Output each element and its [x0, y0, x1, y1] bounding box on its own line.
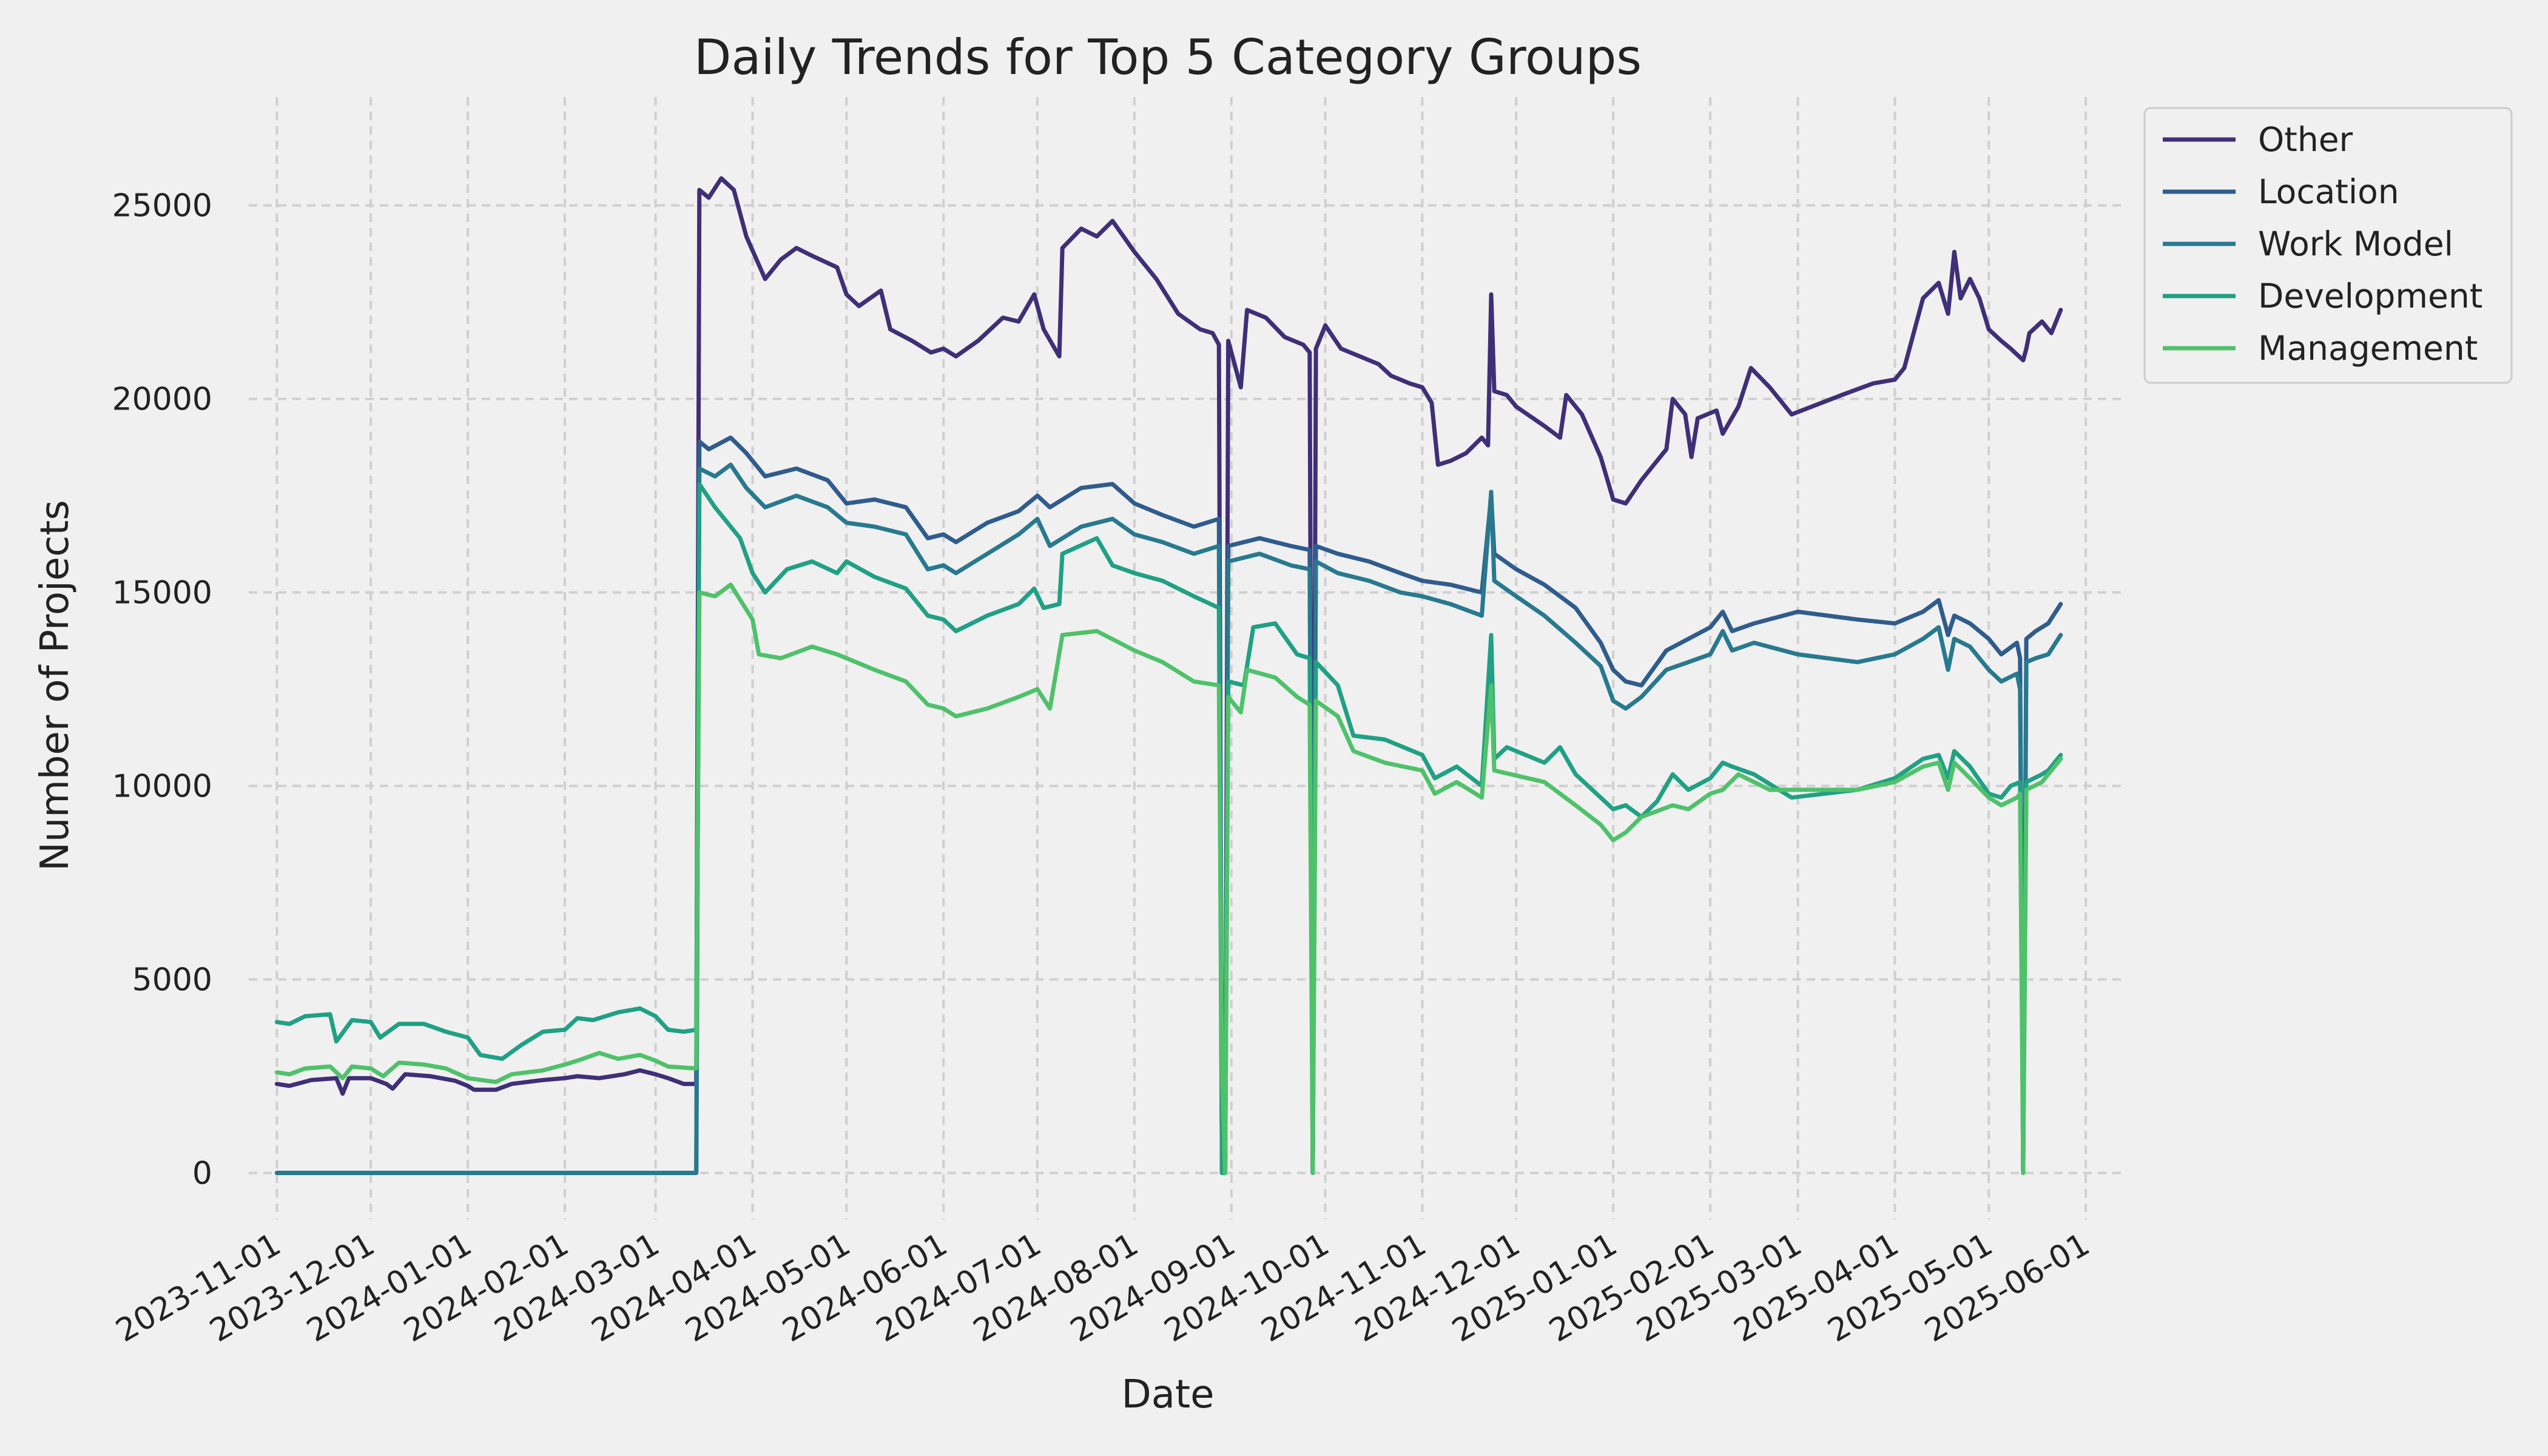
y-tick-label: 25000: [112, 188, 212, 224]
legend-label: Location: [2258, 172, 2399, 211]
y-axis-label: Number of Projects: [33, 500, 78, 871]
y-tick-label: 5000: [132, 962, 212, 998]
y-tick-label: 20000: [112, 382, 212, 418]
y-axis-ticks: 0 5000 10000 15000 20000 25000: [112, 188, 212, 1192]
series-line-work-model: [274, 462, 2063, 1175]
chart-title: Daily Trends for Top 5 Category Groups: [694, 29, 1642, 86]
series-lines: [274, 176, 2063, 1175]
legend: Other Location Work Model Development Manage…: [2143, 107, 2513, 384]
legend-label: Development: [2258, 277, 2482, 315]
x-axis-label: Date: [1122, 1372, 1215, 1417]
legend-label: Management: [2258, 329, 2478, 368]
series-line-management: [274, 582, 2063, 1175]
series-line-other: [274, 176, 2063, 1175]
legend-label: Other: [2258, 120, 2353, 159]
y-tick-label: 0: [192, 1155, 212, 1191]
y-tick-label: 15000: [112, 575, 212, 612]
legend-box: [2143, 107, 2513, 384]
x-axis-ticks: 2023-11-012023-12-012024-01-012024-02-01…: [110, 1226, 2095, 1349]
series-line-location: [274, 435, 2063, 1175]
y-tick-label: 10000: [112, 769, 212, 805]
legend-label: Work Model: [2258, 224, 2453, 263]
